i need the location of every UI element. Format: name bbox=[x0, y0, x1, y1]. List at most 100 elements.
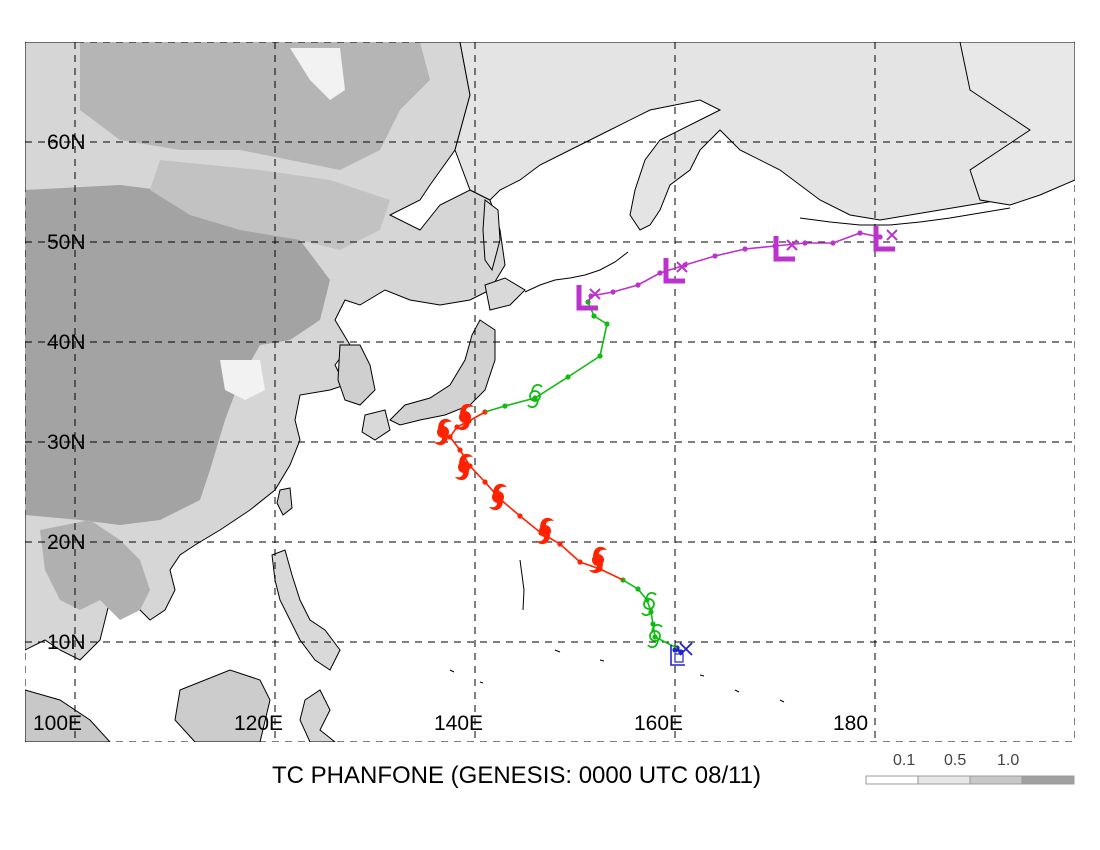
typhoon-symbol bbox=[536, 517, 554, 545]
legend-swatch-1 bbox=[865, 775, 919, 785]
typhoon-arm-lower bbox=[536, 534, 550, 545]
legend-label-0-5: 0.5 bbox=[944, 752, 966, 769]
lon-label-160e: 160E bbox=[634, 712, 683, 735]
typhoon-arm-lower bbox=[489, 500, 503, 511]
extratropical-x-mark bbox=[886, 229, 898, 241]
storm-symbols bbox=[434, 226, 898, 666]
storm-arm-lower bbox=[647, 639, 659, 649]
typhoon-core bbox=[458, 461, 470, 473]
japan-hokkaido bbox=[484, 277, 526, 311]
extratropical-x-mark bbox=[786, 239, 798, 251]
lat-label-10n: 10N bbox=[47, 631, 86, 654]
typhoon-symbol bbox=[456, 403, 474, 431]
depression-box bbox=[674, 653, 684, 663]
grid bbox=[25, 42, 1075, 742]
taiwan bbox=[276, 487, 293, 516]
lat-label-30n: 30N bbox=[47, 431, 86, 454]
track-point bbox=[565, 374, 571, 380]
typhoon-arm-lower bbox=[434, 435, 448, 446]
storm-symbol bbox=[647, 623, 663, 649]
typhoon-core bbox=[539, 525, 551, 537]
typhoon-arm-lower bbox=[456, 420, 470, 431]
kurile-islands bbox=[524, 251, 629, 293]
typhoon-core bbox=[492, 491, 504, 503]
lon-label-180: 180 bbox=[833, 712, 868, 735]
typhoon-core bbox=[437, 426, 449, 438]
philippines bbox=[271, 549, 341, 671]
extratropical-symbol bbox=[663, 258, 688, 284]
typhoon-arm-upper bbox=[459, 453, 473, 464]
typhoon-arm-upper bbox=[460, 403, 474, 414]
track-point bbox=[532, 395, 538, 401]
storm-ring bbox=[649, 630, 661, 642]
legend-swatch-3 bbox=[969, 775, 1023, 785]
white-patch-a bbox=[220, 360, 265, 400]
legend-swatch-4 bbox=[1021, 775, 1075, 785]
track-point bbox=[482, 479, 488, 485]
shading-legend: 0.1 0.5 1.0 bbox=[865, 752, 1075, 785]
storm-arm-lower bbox=[641, 607, 653, 617]
track-point bbox=[557, 541, 563, 547]
storm-arm-upper bbox=[651, 623, 663, 633]
depression-x-mark bbox=[679, 642, 693, 656]
track-point bbox=[597, 353, 603, 359]
japan-honshu bbox=[389, 319, 496, 426]
pacific-islands bbox=[449, 559, 785, 703]
map-area bbox=[25, 42, 1075, 742]
storm-symbol bbox=[527, 383, 543, 409]
typhoon-arm-lower bbox=[455, 470, 469, 481]
dark-terrain-west bbox=[25, 185, 330, 525]
typhoon-arm-lower bbox=[589, 563, 603, 574]
extratropical-l-mark bbox=[663, 258, 685, 284]
track-point bbox=[635, 282, 641, 288]
track-point bbox=[857, 230, 863, 236]
japan-kyushu bbox=[361, 409, 391, 441]
depression-symbol bbox=[670, 642, 693, 666]
lat-label-40n: 40N bbox=[47, 331, 86, 354]
track-point bbox=[577, 559, 583, 565]
track-point bbox=[712, 253, 718, 259]
storm-symbol bbox=[641, 591, 657, 617]
typhoon-arm-upper bbox=[593, 546, 607, 557]
track-point bbox=[457, 447, 463, 453]
track-point bbox=[447, 434, 453, 440]
storm-track bbox=[447, 230, 883, 655]
extratropical-l-mark bbox=[773, 236, 795, 262]
extratropical-x-mark bbox=[589, 288, 601, 300]
track-point bbox=[652, 634, 658, 640]
longitude-labels: 100E 120E 140E 160E 180 bbox=[33, 712, 868, 735]
track-point bbox=[802, 240, 808, 246]
typhoon-symbol bbox=[455, 453, 473, 481]
storm-ring bbox=[643, 598, 655, 610]
legend-swatch-2 bbox=[917, 775, 971, 785]
sakhalin bbox=[482, 199, 501, 272]
korea bbox=[337, 344, 376, 406]
track-point bbox=[517, 513, 523, 519]
latitude-labels: 10N 20N 30N 40N 50N 60N bbox=[47, 131, 86, 654]
typhoon-arm-upper bbox=[493, 483, 507, 494]
borneo bbox=[174, 669, 271, 742]
land-shading bbox=[25, 42, 1075, 742]
kamchatka-siberia bbox=[454, 42, 1075, 231]
aleutian-islands bbox=[799, 207, 1011, 226]
typhoon-symbol bbox=[489, 483, 507, 511]
typhoon-core bbox=[592, 554, 604, 566]
indonesia-west bbox=[25, 689, 111, 742]
lon-label-120e: 120E bbox=[234, 712, 283, 735]
lat-label-20n: 20N bbox=[47, 531, 86, 554]
map-title: TC PHANFONE (GENESIS: 0000 UTC 08/11) bbox=[272, 762, 761, 789]
extratropical-symbol bbox=[773, 236, 798, 262]
track-point bbox=[591, 313, 597, 319]
alaska-coast bbox=[959, 42, 1075, 206]
track-point bbox=[604, 321, 610, 327]
extratropical-x-mark bbox=[676, 261, 688, 273]
lon-label-100e: 100E bbox=[33, 712, 82, 735]
legend-label-1-0: 1.0 bbox=[997, 752, 1019, 769]
extratropical-l-mark bbox=[576, 285, 598, 311]
track-point bbox=[610, 289, 616, 295]
white-patch-b bbox=[290, 48, 345, 100]
storm-arm-upper bbox=[531, 383, 543, 393]
extratropical-symbol bbox=[873, 226, 898, 252]
mid-terrain-band bbox=[150, 160, 390, 250]
